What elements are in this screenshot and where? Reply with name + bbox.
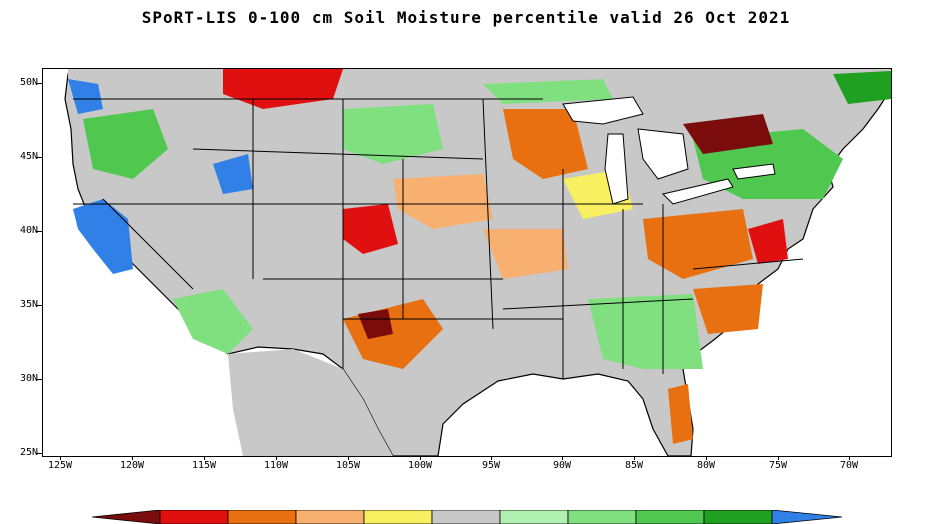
lake-erie [662, 178, 734, 205]
lake-michigan [604, 133, 629, 205]
lat-tick [36, 83, 42, 84]
wet-region-west [73, 199, 133, 274]
lon-tick [706, 456, 707, 460]
lat-label-35n: 35N [19, 299, 38, 310]
colorbar-swatch-4 [363, 510, 433, 524]
lat-label-30n: 30N [19, 373, 38, 384]
dry-region-nebraska [393, 174, 493, 229]
dry-region-carolinas [693, 284, 763, 334]
dry-region-minnesota [503, 109, 588, 179]
state-boundaries [73, 98, 804, 379]
lat-label-45n: 45N [19, 151, 38, 162]
lon-tick [562, 456, 563, 460]
lon-tick [60, 456, 61, 460]
lon-tick [634, 456, 635, 460]
dry-region-appalachia [643, 209, 753, 279]
green-region-midwest [343, 104, 443, 164]
lat-label-25n: 25N [19, 447, 38, 458]
colorbar-swatch-9 [703, 510, 773, 524]
lon-tick [491, 456, 492, 460]
lon-tick [420, 456, 421, 460]
mexico-land [228, 349, 393, 456]
colorbar-swatch-3 [295, 510, 365, 524]
lat-tick [36, 379, 42, 380]
lon-label-100w: 100W [407, 460, 433, 471]
wet-region-nevada [213, 154, 253, 194]
map-title: SPoRT-LIS 0-100 cm Soil Moisture percent… [141, 8, 791, 27]
lat-tick [36, 231, 42, 232]
colorbar-swatch-7 [567, 510, 637, 524]
colorbar-swatch-8 [635, 510, 705, 524]
colorbar-swatch-6 [499, 510, 569, 524]
colorbar-arrow-right [771, 510, 842, 524]
lon-label-105w: 105W [335, 460, 361, 471]
lake-superior [562, 96, 644, 125]
lon-label-110w: 110W [263, 460, 289, 471]
lon-tick [849, 456, 850, 460]
colorbar-swatch-1 [159, 510, 229, 524]
colorbar-legend [92, 510, 842, 524]
lon-tick [778, 456, 779, 460]
dry-region-colorado [343, 204, 398, 254]
green-region-canada [483, 79, 613, 104]
lon-label-75w: 75W [768, 460, 788, 471]
lat-tick [36, 157, 42, 158]
lon-tick [348, 456, 349, 460]
colorbar-swatch-5 [431, 510, 501, 524]
lon-label-120w: 120W [119, 460, 145, 471]
dry-region-ontario [683, 114, 773, 154]
colorbar-swatch-2 [227, 510, 297, 524]
green-region-southwest [173, 289, 253, 354]
lon-label-70w: 70W [839, 460, 859, 471]
lon-label-85w: 85W [624, 460, 644, 471]
green-region-maritimes [833, 71, 891, 104]
wet-region-pnw [68, 79, 103, 114]
dry-region-missouri [483, 229, 568, 279]
dry-region-mid-atlantic [748, 219, 788, 264]
soil-moisture-map [42, 68, 892, 457]
canada-land [68, 69, 891, 87]
lon-label-115w: 115W [191, 460, 217, 471]
green-region-southeast [588, 294, 703, 369]
lon-label-125w: 125W [47, 460, 73, 471]
lon-label-90w: 90W [552, 460, 572, 471]
lon-tick [204, 456, 205, 460]
lat-label-50n: 50N [19, 77, 38, 88]
lon-label-95w: 95W [481, 460, 501, 471]
lat-tick [36, 305, 42, 306]
lake-ontario [732, 163, 776, 180]
lat-label-40n: 40N [19, 225, 38, 236]
dry-region-texas-core [358, 309, 393, 339]
lake-huron [637, 128, 689, 180]
green-region-northwest [83, 109, 168, 179]
lon-tick [132, 456, 133, 460]
lon-tick [276, 456, 277, 460]
lon-label-80w: 80W [696, 460, 716, 471]
map-svg [64, 69, 891, 456]
colorbar-arrow-left [92, 510, 161, 524]
lat-tick [36, 453, 42, 454]
dry-region-florida [668, 384, 693, 444]
